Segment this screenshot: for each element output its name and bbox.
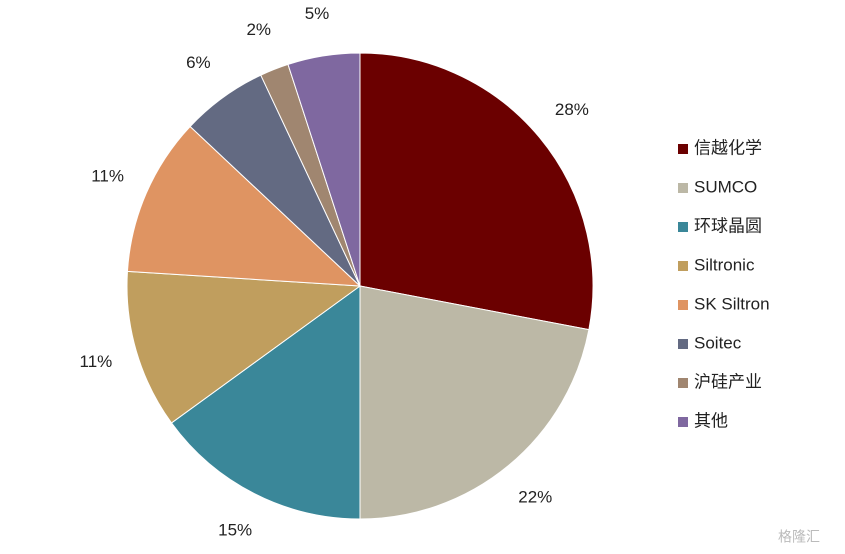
pie-slice xyxy=(126,125,362,287)
legend-label: SUMCO xyxy=(694,177,757,196)
legend-label: Siltronic xyxy=(694,255,755,274)
legend-label: Soitec xyxy=(694,333,742,352)
pie-slice xyxy=(170,285,361,520)
legend-swatch xyxy=(678,183,688,193)
watermark: 格隆汇 xyxy=(778,529,820,545)
legend-swatch xyxy=(678,144,688,154)
legend-label: 信越化学 xyxy=(694,138,762,157)
legend-swatch xyxy=(678,339,688,349)
legend-label: SK Siltron xyxy=(694,294,770,313)
legend-swatch xyxy=(678,417,688,427)
data-label: 5% xyxy=(305,4,330,23)
legend-label: 环球晶圆 xyxy=(694,216,762,235)
legend-label: 沪硅产业 xyxy=(694,372,762,391)
data-label: 28% xyxy=(555,100,589,119)
pie-slice xyxy=(359,52,594,331)
pie-slice xyxy=(126,270,362,424)
data-label: 6% xyxy=(186,53,211,72)
data-label: 11% xyxy=(91,166,124,185)
pie-slice xyxy=(287,52,361,287)
data-label: 22% xyxy=(518,487,552,506)
legend-swatch xyxy=(678,300,688,310)
legend-swatch xyxy=(678,222,688,232)
legend-label: 其他 xyxy=(694,411,728,430)
data-label: 2% xyxy=(246,20,271,39)
data-label: 15% xyxy=(218,521,252,540)
legend-swatch xyxy=(678,378,688,388)
pie-slice xyxy=(359,285,590,520)
legend-swatch xyxy=(678,261,688,271)
data-label: 11% xyxy=(80,352,113,371)
